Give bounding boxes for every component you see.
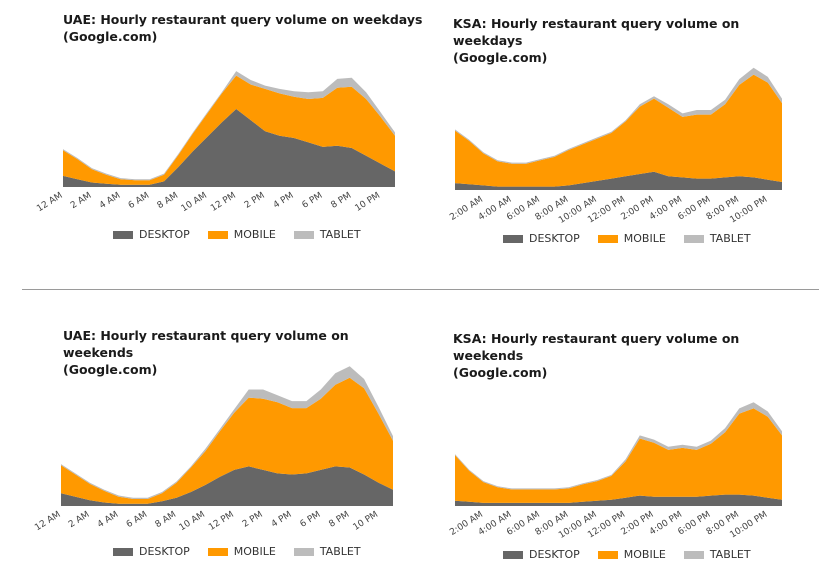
- legend-swatch: [683, 234, 704, 243]
- legend-item-tablet: TABLET: [293, 228, 361, 241]
- area-desktop: [61, 466, 393, 506]
- legend-label: TABLET: [709, 232, 751, 245]
- legend-swatch: [207, 230, 228, 239]
- legend-swatch: [293, 547, 314, 556]
- legend-label: DESKTOP: [529, 232, 580, 245]
- section-divider: [22, 289, 819, 290]
- legend-swatch: [113, 230, 133, 239]
- legend-label: MOBILE: [623, 232, 666, 245]
- legend-swatch: [503, 234, 523, 243]
- legend-item-mobile: MOBILE: [597, 232, 666, 245]
- legend-item-mobile: MOBILE: [597, 548, 666, 561]
- chart-legend: DESKTOP MOBILE TABLET: [113, 228, 361, 241]
- area-mobile: [455, 408, 782, 503]
- legend-label: TABLET: [319, 228, 361, 241]
- legend-label: DESKTOP: [529, 548, 580, 561]
- legend-item-desktop: DESKTOP: [503, 232, 580, 245]
- legend-item-mobile: MOBILE: [207, 228, 276, 241]
- area-tablet: [61, 366, 393, 499]
- area-tablet: [63, 71, 395, 181]
- legend-swatch: [597, 234, 618, 243]
- legend-item-tablet: TABLET: [683, 232, 751, 245]
- legend-label: MOBILE: [623, 548, 666, 561]
- legend-item-desktop: DESKTOP: [113, 228, 190, 241]
- legend-swatch: [683, 550, 704, 559]
- legend-label: TABLET: [319, 545, 361, 558]
- chart-legend: DESKTOP MOBILE TABLET: [503, 548, 751, 561]
- legend-swatch: [293, 230, 314, 239]
- area-desktop: [63, 109, 395, 187]
- legend-swatch: [207, 547, 228, 556]
- legend-item-desktop: DESKTOP: [113, 545, 190, 558]
- chart-title: UAE: Hourly restaurant query volume on w…: [63, 328, 349, 377]
- legend-label: DESKTOP: [139, 228, 190, 241]
- legend-item-tablet: TABLET: [293, 545, 361, 558]
- area-mobile: [455, 74, 782, 187]
- legend-label: TABLET: [709, 548, 751, 561]
- legend-label: DESKTOP: [139, 545, 190, 558]
- legend-swatch: [113, 547, 133, 556]
- chart-title: UAE: Hourly restaurant query volume on w…: [63, 12, 423, 44]
- chart-legend: DESKTOP MOBILE TABLET: [503, 232, 751, 245]
- legend-label: MOBILE: [233, 545, 276, 558]
- area-mobile: [61, 377, 393, 504]
- legend-label: MOBILE: [233, 228, 276, 241]
- area-desktop: [455, 494, 782, 506]
- legend-item-desktop: DESKTOP: [503, 548, 580, 561]
- chart-title: KSA: Hourly restaurant query volume on w…: [453, 331, 740, 380]
- area-desktop: [455, 171, 782, 190]
- area-mobile: [63, 75, 395, 185]
- legend-item-mobile: MOBILE: [207, 545, 276, 558]
- legend-swatch: [597, 550, 618, 559]
- chart-title: KSA: Hourly restaurant query volume on w…: [453, 16, 740, 65]
- legend-swatch: [503, 550, 523, 559]
- chart-legend: DESKTOP MOBILE TABLET: [113, 545, 361, 558]
- area-tablet: [455, 67, 782, 164]
- legend-item-tablet: TABLET: [683, 548, 751, 561]
